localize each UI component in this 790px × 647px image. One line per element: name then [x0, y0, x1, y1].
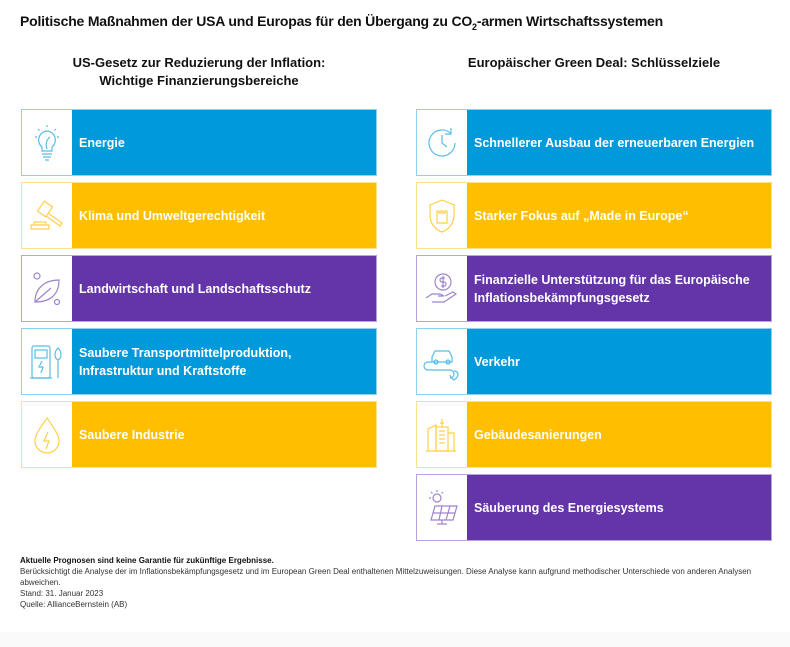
- item-label: Gebäudesanierungen: [467, 402, 771, 467]
- item-label: Saubere Transportmittelproduktion, Infra…: [72, 329, 376, 394]
- item-label: Starker Fokus auf „Made in Europe“: [467, 183, 771, 248]
- item-label: Landwirtschaft und Landschaftsschutz: [72, 256, 376, 321]
- item-label: Verkehr: [467, 329, 771, 394]
- title-subscript: 2: [472, 21, 477, 32]
- right-item-gebaeudesanierungen: Gebäudesanierungen: [416, 401, 772, 468]
- analysis-note: Berücksichtigt die Analyse der im Inflat…: [20, 567, 752, 587]
- ev-charger-icon: [22, 329, 72, 394]
- left-item-energie: Energie: [21, 109, 377, 176]
- disclaimer: Aktuelle Prognosen sind keine Garantie f…: [20, 556, 274, 565]
- title-text-end: -armen Wirtschaftssystemen: [476, 13, 663, 29]
- page-title: Politische Maßnahmen der USA und Europas…: [20, 13, 663, 32]
- leaf-icon: [22, 256, 72, 321]
- right-column-heading: Europäischer Green Deal: Schlüsselziele: [467, 55, 721, 70]
- car-route-icon: [417, 329, 467, 394]
- clock-refresh-icon: [417, 110, 467, 175]
- left-item-industrie: Saubere Industrie: [21, 401, 377, 468]
- item-label: Saubere Industrie: [72, 402, 376, 467]
- buildings-icon: [417, 402, 467, 467]
- item-label: Säuberung des Energiesystems: [467, 475, 771, 540]
- item-label: Energie: [72, 110, 376, 175]
- title-text: Politische Maßnahmen der USA und Europas…: [20, 13, 473, 29]
- footnotes: Aktuelle Prognosen sind keine Garantie f…: [20, 555, 760, 610]
- right-item-erneuerbare: Schnellerer Ausbau der erneuerbaren Ener…: [416, 109, 772, 176]
- item-label: Finanzielle Unterstützung für das Europä…: [467, 256, 771, 321]
- hand-dollar-icon: [417, 256, 467, 321]
- left-item-klima: Klima und Umweltgerechtigkeit: [21, 182, 377, 249]
- left-item-transport: Saubere Transportmittelproduktion, Infra…: [21, 328, 377, 395]
- left-heading-line2: Wichtige Finanzierungsbereiche: [99, 73, 299, 88]
- source-note: Quelle: AllianceBernstein (AB): [20, 600, 128, 609]
- right-item-made-in-europe: Starker Fokus auf „Made in Europe“: [416, 182, 772, 249]
- gavel-icon: [22, 183, 72, 248]
- energy-drop-icon: [22, 402, 72, 467]
- left-item-landwirtschaft: Landwirtschaft und Landschaftsschutz: [21, 255, 377, 322]
- bottom-bar: [0, 632, 790, 647]
- shield-castle-icon: [417, 183, 467, 248]
- right-item-verkehr: Verkehr: [416, 328, 772, 395]
- solar-panel-icon: [417, 475, 467, 540]
- left-heading-line1: US-Gesetz zur Reduzierung der Inflation:: [72, 55, 326, 70]
- item-label: Klima und Umweltgerechtigkeit: [72, 183, 376, 248]
- item-label: Schnellerer Ausbau der erneuerbaren Ener…: [467, 110, 771, 175]
- right-item-finanzielle-unterstuetzung: Finanzielle Unterstützung für das Europä…: [416, 255, 772, 322]
- left-column-heading: US-Gesetz zur Reduzierung der Inflation:…: [21, 54, 377, 90]
- right-item-energiesystem: Säuberung des Energiesystems: [416, 474, 772, 541]
- lightbulb-leaf-icon: [22, 110, 72, 175]
- date-note: Stand: 31. Januar 2023: [20, 589, 104, 598]
